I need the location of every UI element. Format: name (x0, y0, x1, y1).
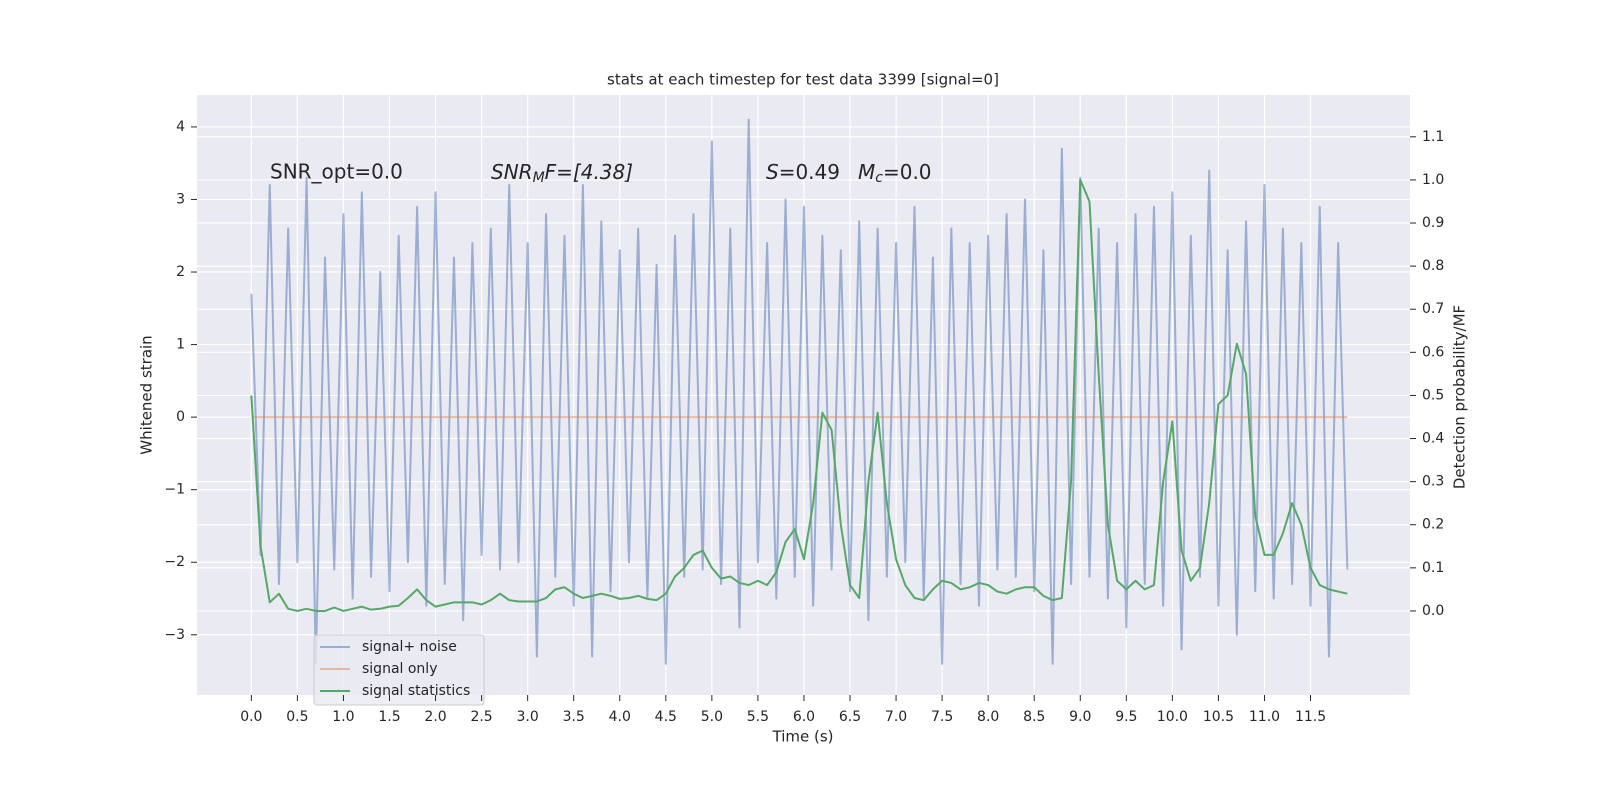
y2-tick-label: 0.6 (1422, 344, 1444, 360)
x-tick-label: 3.0 (517, 709, 539, 725)
annotation-part: M (858, 160, 875, 184)
annotation-part: =0.0 (883, 160, 932, 184)
x-tick-label: 7.5 (931, 709, 953, 725)
x-tick-label: 1.0 (332, 709, 354, 725)
x-tick-label: 5.5 (747, 709, 769, 725)
x-tick-label: 4.5 (655, 709, 677, 725)
annotation: S=0.49 (766, 160, 840, 184)
x-tick-label: 9.5 (1115, 709, 1137, 725)
y-tick-label: −1 (164, 482, 185, 498)
x-tick-label: 3.5 (563, 709, 585, 725)
y2-tick-label: 0.9 (1422, 215, 1444, 231)
y-axis-label: Whitened strain (138, 335, 156, 454)
y2-tick-label: 0.1 (1422, 560, 1444, 576)
legend-label: signal only (362, 661, 437, 677)
y2-tick-label: 1.0 (1422, 172, 1444, 188)
annotation-part: M (533, 170, 545, 186)
x-tick-label: 2.0 (424, 709, 446, 725)
y-tick-label: 4 (176, 119, 185, 135)
y2-tick-label: 0.4 (1422, 431, 1444, 447)
annotation: Mc=0.0 (858, 160, 932, 187)
annotation-part: SNR (491, 160, 533, 184)
x-tick-label: 0.5 (286, 709, 308, 725)
annotation-part: S (766, 160, 779, 184)
x-axis-label: Time (s) (772, 728, 834, 746)
x-tick-label: 10.5 (1203, 709, 1234, 725)
x-tick-label: 6.0 (793, 709, 815, 725)
y-tick-label: 1 (176, 337, 185, 353)
x-tick-label: 0.0 (240, 709, 262, 725)
y-tick-label: −2 (164, 554, 185, 570)
series-line (250, 178, 1348, 612)
legend-label: signal+ noise (362, 639, 457, 655)
x-tick-label: 2.5 (470, 709, 492, 725)
annotation-part: =0.49 (779, 160, 840, 184)
y2-tick-label: 0.2 (1422, 517, 1444, 533)
annotation-part: c (875, 170, 883, 186)
x-tick-label: 8.0 (977, 709, 999, 725)
y2-tick-label: 0.8 (1422, 258, 1444, 274)
series-line (250, 118, 1349, 665)
annotation-part: F=[4.38] (545, 160, 633, 184)
x-tick-label: 5.0 (701, 709, 723, 725)
y-tick-label: 0 (176, 409, 185, 425)
y-tick-label: −3 (164, 627, 185, 643)
x-tick-label: 9.0 (1069, 709, 1091, 725)
x-tick-label: 1.5 (378, 709, 400, 725)
y2-tick-label: 0.0 (1422, 603, 1444, 619)
x-tick-label: 11.5 (1295, 709, 1326, 725)
y2-tick-label: 1.1 (1422, 129, 1444, 145)
y2-axis-label: Detection probability/MF (1451, 305, 1469, 489)
x-tick-label: 4.0 (609, 709, 631, 725)
x-tick-label: 7.0 (885, 709, 907, 725)
chart-title: stats at each timestep for test data 339… (607, 71, 999, 89)
legend-box (313, 634, 485, 706)
x-tick-label: 10.0 (1157, 709, 1188, 725)
legend-label: signal statistics (362, 683, 470, 699)
x-tick-label: 11.0 (1249, 709, 1280, 725)
y-tick-label: 2 (176, 264, 185, 280)
annotation: SNR_opt=0.0 (270, 160, 403, 184)
y2-tick-label: 0.7 (1422, 301, 1444, 317)
x-tick-label: 6.5 (839, 709, 861, 725)
y2-tick-label: 0.3 (1422, 474, 1444, 490)
y2-tick-label: 0.5 (1422, 387, 1444, 403)
annotation: SNRMF=[4.38] (491, 160, 633, 187)
y-tick-label: 3 (176, 191, 185, 207)
x-tick-label: 8.5 (1023, 709, 1045, 725)
